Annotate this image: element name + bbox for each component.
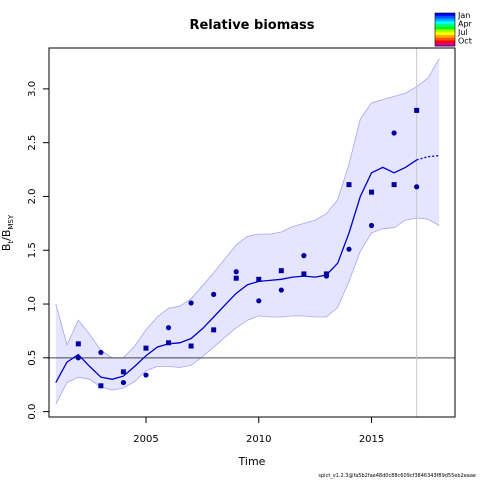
y-tick-label: 0.0 (27, 404, 38, 420)
index-point-circle (301, 253, 307, 259)
y-tick-label: 2.0 (27, 189, 38, 205)
index-point-square (369, 189, 375, 195)
index-point-square (166, 340, 172, 346)
index-point-circle (75, 355, 81, 361)
index-point-circle (256, 298, 262, 304)
index-point-square (233, 275, 239, 281)
index-point-circle (211, 291, 217, 297)
index-point-circle (414, 184, 420, 190)
x-tick-label: 2010 (246, 434, 271, 445)
y-axis-label-sub-t: t (7, 241, 15, 244)
footnote: spict_v1.2.3@fa5b2fae48d0c88c609cf384634… (318, 473, 476, 479)
confidence-lower-edge (55, 217, 440, 405)
legend-color-band (435, 37, 455, 41)
index-point-square (188, 343, 194, 349)
y-tick-label: 0.5 (27, 350, 38, 366)
y-axis-label-main: B (0, 244, 13, 252)
index-point-circle (391, 130, 397, 136)
legend-label: Apr (458, 20, 473, 29)
legend-label: Jul (457, 28, 468, 37)
index-point-square (98, 383, 104, 389)
index-point-square (278, 268, 284, 274)
index-point-circle (368, 222, 375, 229)
legend-color-band (435, 32, 455, 36)
index-point-circle (165, 325, 172, 331)
y-tick-label: 1.5 (27, 242, 38, 258)
legend-color-band (435, 13, 455, 17)
estimate-line (55, 159, 418, 383)
confidence-band (55, 58, 440, 405)
legend-color-band (435, 35, 455, 39)
legend-color-band (435, 15, 455, 19)
y-tick-label: 1.0 (27, 296, 38, 312)
y-axis-label-slash: /B (0, 230, 13, 241)
y-axis-label-sub-msy: MSY (7, 214, 15, 229)
legend-label: Oct (458, 37, 472, 46)
estimate-layer (55, 154, 440, 383)
index-point-circle (233, 269, 239, 275)
y-axis-label: Bt/BMSY (0, 214, 15, 251)
index-point-square (75, 341, 81, 347)
x-axis-label: Time (238, 455, 266, 468)
legend-frame (434, 12, 456, 47)
plot-frame (48, 47, 456, 418)
legend-color-band (435, 43, 455, 47)
index-point-circle (346, 246, 352, 252)
index-point-square (414, 107, 420, 113)
legend-color-band (435, 18, 455, 22)
index-point-square (346, 182, 352, 188)
index-point-square (143, 345, 149, 351)
index-point-square (256, 276, 262, 282)
legend-color-band (435, 21, 455, 25)
index-point-circle (98, 349, 104, 356)
x-tick-label: 2005 (133, 434, 158, 445)
legend-color-band (435, 26, 455, 30)
axes-layer: 2005 2010 2015 0.0 0.5 1.0 1.5 2.0 2.5 3.0 (27, 81, 384, 445)
index-point-square (120, 369, 126, 375)
legend-color-band (435, 29, 455, 33)
index-point-circle (143, 372, 149, 378)
chart-title: Relative biomass (189, 18, 314, 33)
legend-label: Jan (457, 11, 470, 20)
observation-points-layer (75, 107, 420, 389)
confidence-band-layer (55, 58, 440, 405)
index-point-circle (120, 379, 127, 386)
legend-color-band (435, 40, 455, 44)
index-point-circle (188, 300, 194, 306)
index-point-square (391, 182, 397, 188)
x-tick-label: 2015 (359, 434, 384, 445)
index-point-square (323, 271, 329, 277)
index-point-square (301, 271, 307, 277)
index-point-circle (278, 287, 284, 293)
legend-color-band (435, 24, 455, 28)
y-tick-label: 2.5 (27, 135, 38, 151)
y-tick-label: 3.0 (27, 81, 38, 97)
index-point-square (211, 327, 217, 333)
